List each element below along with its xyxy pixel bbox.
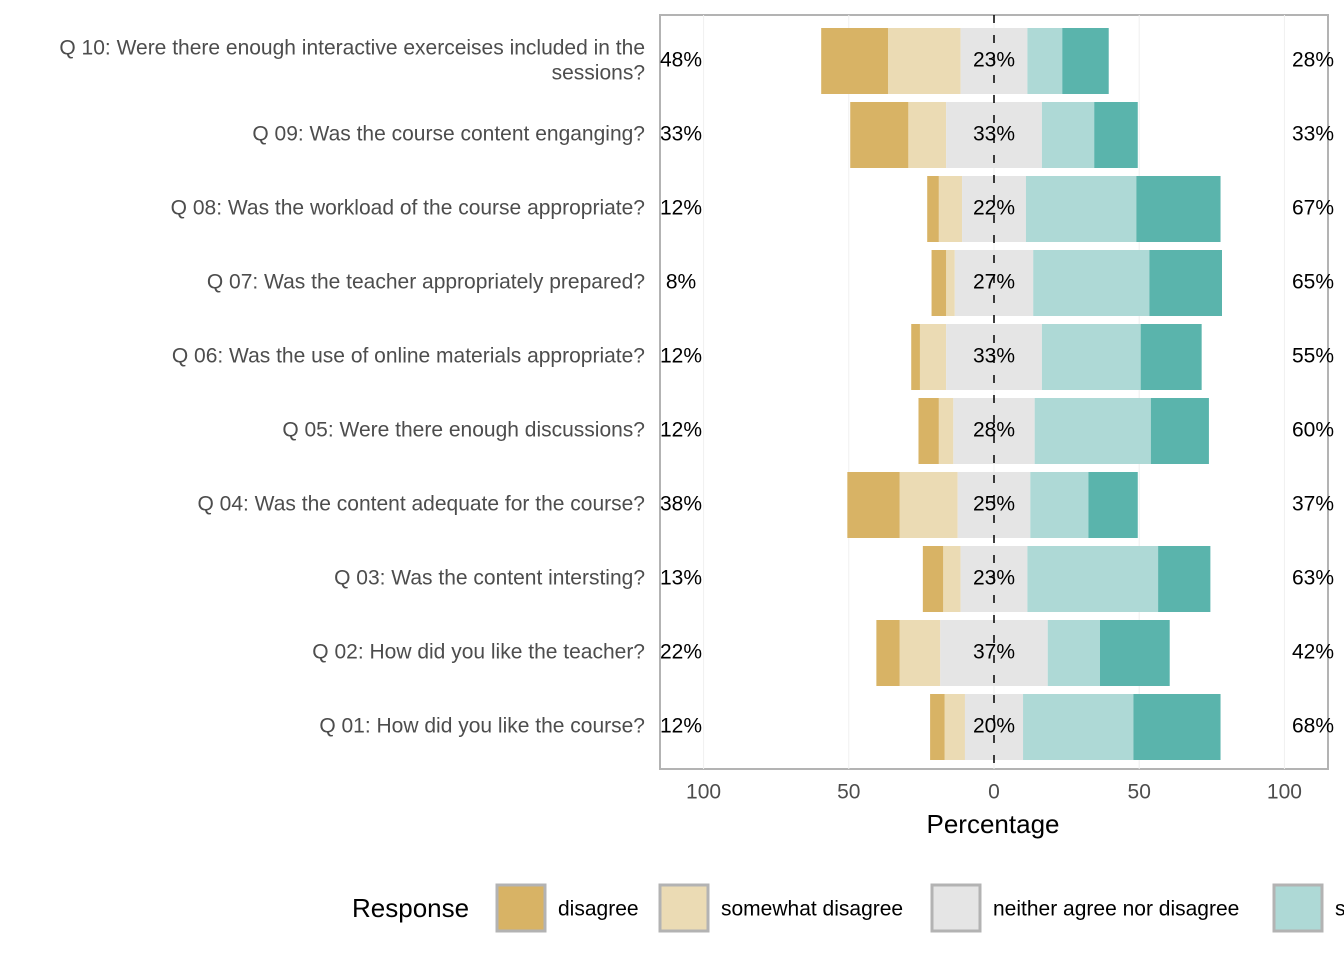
bar-segment	[1027, 546, 1159, 612]
y-tick-label: Q 10: Were there enough interactive exer…	[59, 36, 645, 84]
high-total-label: 68%	[1292, 715, 1334, 738]
y-tick-label: Q 08: Was the workload of the course app…	[171, 197, 645, 220]
bar-segment	[931, 250, 947, 316]
high-total-label: 28%	[1292, 49, 1334, 72]
legend-key	[658, 883, 710, 933]
x-tick-label: 0	[988, 781, 1000, 804]
bar-segment	[1100, 620, 1170, 686]
neutral-label: 20%	[973, 715, 1015, 738]
bar-segment	[944, 694, 965, 760]
low-total-label: 38%	[660, 493, 702, 516]
legend-label: somewhat agree	[1335, 898, 1344, 921]
y-tick-label: Q 07: Was the teacher appropriately prep…	[207, 271, 645, 294]
bar-segment	[938, 176, 963, 242]
bar-segment	[1041, 324, 1141, 390]
legend-key	[930, 883, 982, 933]
bar-segment	[962, 176, 1026, 242]
bar-segment	[908, 102, 947, 168]
low-total-label: 12%	[660, 715, 702, 738]
legend-label: neither agree nor disagree	[993, 898, 1239, 921]
high-total-label: 67%	[1292, 197, 1334, 220]
x-tick-label: 100	[686, 781, 721, 804]
bar-segment	[1133, 694, 1221, 760]
bar-segment	[946, 250, 955, 316]
y-tick-label: Q 04: Was the content adequate for the c…	[197, 493, 645, 516]
high-total-label: 42%	[1292, 641, 1334, 664]
y-tick-label: Q 09: Was the course content enganging?	[252, 123, 645, 146]
legend-key	[495, 883, 547, 933]
low-total-label: 8%	[666, 271, 696, 294]
bar-segment	[964, 694, 1024, 760]
bar-segment	[1030, 472, 1089, 538]
bar-segment	[1027, 28, 1063, 94]
bar-segment	[919, 324, 947, 390]
legend-label: somewhat disagree	[721, 898, 903, 921]
bar-segment	[1149, 250, 1222, 316]
bar-segment	[1158, 546, 1211, 612]
low-total-label: 13%	[660, 567, 702, 590]
x-tick-label: 50	[1128, 781, 1151, 804]
bar-segment	[1034, 398, 1151, 464]
high-total-label: 63%	[1292, 567, 1334, 590]
neutral-label: 25%	[973, 493, 1015, 516]
neutral-label: 37%	[973, 641, 1015, 664]
neutral-label: 28%	[973, 419, 1015, 442]
bar-segment	[943, 546, 961, 612]
bar-segment	[1025, 176, 1137, 242]
bar-segment	[1088, 472, 1138, 538]
bar-segment	[927, 176, 939, 242]
neutral-label: 22%	[973, 197, 1015, 220]
legend-label: disagree	[558, 898, 639, 921]
low-total-label: 22%	[660, 641, 702, 664]
bar-segment	[1136, 176, 1221, 242]
bar-segment	[1047, 620, 1101, 686]
neutral-label: 33%	[973, 123, 1015, 146]
bar-segment	[847, 472, 900, 538]
bar-segment	[876, 620, 900, 686]
low-total-label: 48%	[660, 49, 702, 72]
bar-segment	[922, 546, 944, 612]
bar-segment	[953, 398, 1035, 464]
high-total-label: 33%	[1292, 123, 1334, 146]
legend-key	[1272, 883, 1324, 933]
y-tick-label: Q 03: Was the content intersting?	[334, 567, 645, 590]
bar-segment	[1140, 324, 1202, 390]
bar-segment	[1041, 102, 1095, 168]
high-total-label: 60%	[1292, 419, 1334, 442]
bar-segment	[1023, 694, 1134, 760]
low-total-label: 12%	[660, 345, 702, 368]
high-total-label: 37%	[1292, 493, 1334, 516]
bar-segment	[899, 472, 958, 538]
x-tick-label: 50	[837, 781, 860, 804]
bar-segment	[821, 28, 888, 94]
y-tick-label: Q 06: Was the use of online materials ap…	[172, 345, 645, 368]
bar-segment	[938, 398, 954, 464]
x-axis-title: Percentage	[927, 809, 1060, 839]
bar-segment	[911, 324, 920, 390]
bar-segment	[930, 694, 945, 760]
bar-segment	[850, 102, 909, 168]
bar-segment	[899, 620, 941, 686]
y-tick-label: Q 01: How did you like the course?	[319, 715, 645, 738]
y-tick-label: Q 05: Were there enough discussions?	[282, 419, 645, 442]
high-total-label: 55%	[1292, 345, 1334, 368]
x-tick-label: 100	[1267, 781, 1302, 804]
low-total-label: 33%	[660, 123, 702, 146]
y-tick-label: Q 02: How did you like the teacher?	[312, 641, 645, 664]
bar-segment	[1062, 28, 1109, 94]
bar-segment	[887, 28, 961, 94]
legend-title: Response	[352, 893, 469, 923]
bar-segment	[1150, 398, 1209, 464]
bar-segment	[1033, 250, 1150, 316]
bar-segment	[918, 398, 939, 464]
low-total-label: 12%	[660, 197, 702, 220]
bar-segment	[1094, 102, 1138, 168]
low-total-label: 12%	[660, 419, 702, 442]
high-total-label: 65%	[1292, 271, 1334, 294]
